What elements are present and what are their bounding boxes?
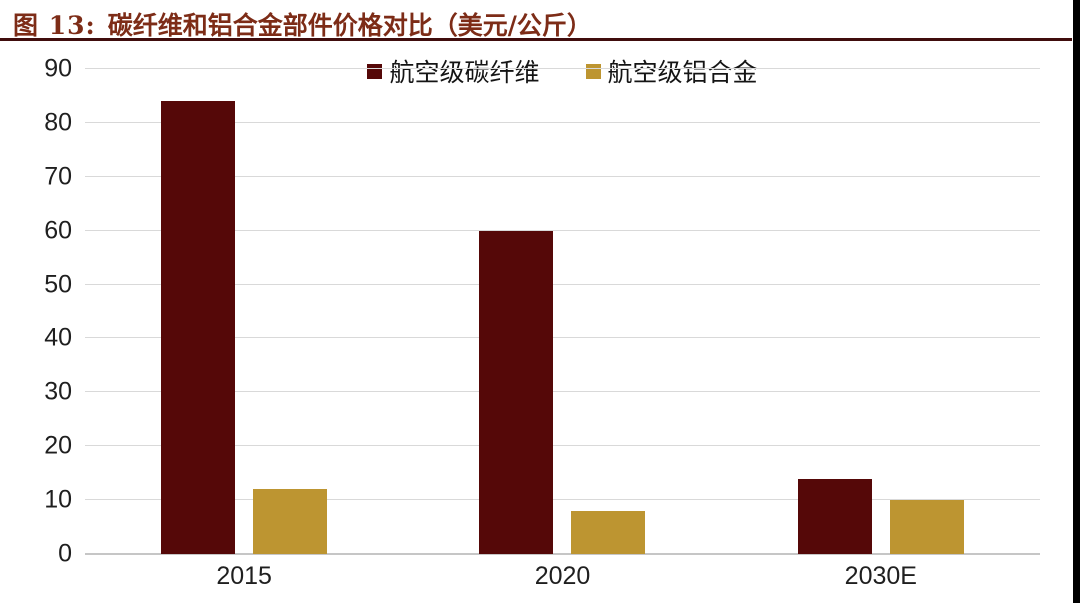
legend-label-aluminum-alloy: 航空级铝合金 bbox=[607, 58, 758, 87]
y-tick-label-0: 0 bbox=[58, 539, 72, 568]
x-tick-label-2030E: 2030E bbox=[844, 562, 917, 590]
gridline-y-70 bbox=[85, 175, 1040, 177]
bar-aluminum-alloy-2015 bbox=[253, 489, 328, 554]
y-tick-label-40: 40 bbox=[44, 323, 72, 352]
bar-group-2015 bbox=[85, 69, 403, 554]
figure-header: 图 13: 碳纤维和铝合金部件价格对比（美元/公斤） bbox=[13, 6, 592, 42]
y-tick-label-80: 80 bbox=[44, 108, 72, 137]
bar-carbon-fiber-2015 bbox=[161, 101, 236, 554]
gridline-y-20 bbox=[85, 445, 1040, 447]
gridline-y-80 bbox=[85, 121, 1040, 123]
y-tick-label-70: 70 bbox=[44, 162, 72, 191]
y-tick-label-10: 10 bbox=[44, 485, 72, 514]
bar-chart: 航空级碳纤维 航空级铝合金 0 10 20 30 40 50 60 70 80 90 2015 202… bbox=[0, 44, 1080, 603]
bar-carbon-fiber-2030E bbox=[797, 478, 872, 554]
y-axis-ticks: 0 10 20 30 40 50 60 70 80 90 bbox=[0, 55, 72, 568]
gridline-y-30 bbox=[85, 391, 1040, 393]
title-rule bbox=[0, 38, 1072, 41]
legend-item-carbon-fiber: 航空级碳纤维 bbox=[367, 53, 540, 89]
bar-aluminum-alloy-2020 bbox=[571, 510, 646, 554]
y-tick-label-30: 30 bbox=[44, 377, 72, 406]
x-tick-label-2015: 2015 bbox=[216, 562, 272, 590]
legend-swatch-aluminum-alloy bbox=[585, 63, 601, 79]
gridline-y-90 bbox=[85, 68, 1040, 69]
y-tick-label-20: 20 bbox=[44, 431, 72, 460]
y-tick-label-60: 60 bbox=[44, 216, 72, 245]
legend-item-aluminum-alloy: 航空级铝合金 bbox=[585, 53, 758, 89]
bar-aluminum-alloy-2030E bbox=[889, 500, 964, 554]
x-tick-label-2020: 2020 bbox=[534, 562, 591, 590]
gridline-y-40 bbox=[85, 337, 1040, 339]
gridline-y-60 bbox=[85, 229, 1040, 231]
plot-area bbox=[85, 68, 1040, 555]
right-border-strip bbox=[1073, 0, 1080, 603]
legend-swatch-carbon-fiber bbox=[367, 63, 383, 79]
bar-carbon-fiber-2020 bbox=[479, 230, 554, 554]
bar-groups bbox=[85, 69, 1040, 554]
x-axis-labels: 2015 2020 2030E bbox=[85, 562, 1040, 596]
y-tick-label-90: 90 bbox=[44, 54, 72, 83]
bar-group-2030E bbox=[722, 69, 1040, 554]
gridline-y-10 bbox=[85, 499, 1040, 501]
x-axis-line bbox=[85, 553, 1040, 555]
figure-label: 图 13: bbox=[13, 11, 96, 40]
bar-group-2020 bbox=[403, 69, 721, 554]
legend-label-carbon-fiber: 航空级碳纤维 bbox=[389, 58, 540, 87]
chart-legend: 航空级碳纤维 航空级铝合金 bbox=[85, 53, 1040, 89]
figure-title: 碳纤维和铝合金部件价格对比（美元/公斤） bbox=[107, 11, 592, 40]
gridline-y-50 bbox=[85, 283, 1040, 285]
y-tick-label-50: 50 bbox=[44, 270, 72, 299]
